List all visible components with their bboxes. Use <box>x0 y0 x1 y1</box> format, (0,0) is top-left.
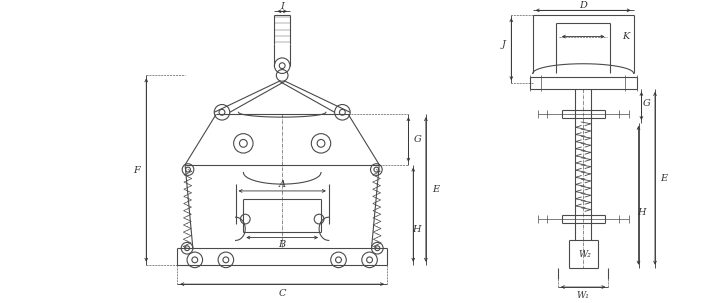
Text: W₂: W₂ <box>579 250 591 258</box>
Text: H: H <box>412 225 420 234</box>
Text: E: E <box>432 185 439 194</box>
Text: W₁: W₁ <box>577 291 589 300</box>
Text: K: K <box>622 32 629 41</box>
Text: I: I <box>280 2 284 11</box>
Text: G: G <box>414 135 422 144</box>
Text: B: B <box>278 240 285 249</box>
Text: C: C <box>278 289 286 298</box>
Text: J: J <box>501 40 506 49</box>
Text: E: E <box>660 174 667 183</box>
Text: G: G <box>643 99 650 108</box>
Text: F: F <box>133 165 140 175</box>
Text: D: D <box>579 1 587 10</box>
Text: H: H <box>637 208 645 217</box>
Text: A: A <box>279 180 285 189</box>
